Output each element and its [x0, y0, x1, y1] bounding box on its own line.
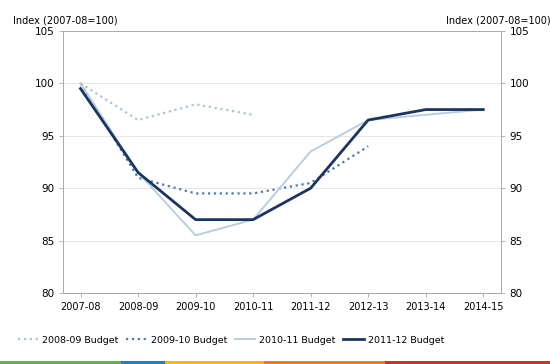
FancyBboxPatch shape: [121, 361, 165, 364]
Text: Index (2007-08=100): Index (2007-08=100): [13, 16, 118, 26]
Legend: 2008-09 Budget, 2009-10 Budget, 2010-11 Budget, 2011-12 Budget: 2008-09 Budget, 2009-10 Budget, 2010-11 …: [18, 336, 444, 345]
FancyBboxPatch shape: [165, 361, 264, 364]
FancyBboxPatch shape: [264, 361, 385, 364]
FancyBboxPatch shape: [385, 361, 550, 364]
FancyBboxPatch shape: [0, 361, 121, 364]
Text: Index (2007-08=100): Index (2007-08=100): [446, 16, 550, 26]
